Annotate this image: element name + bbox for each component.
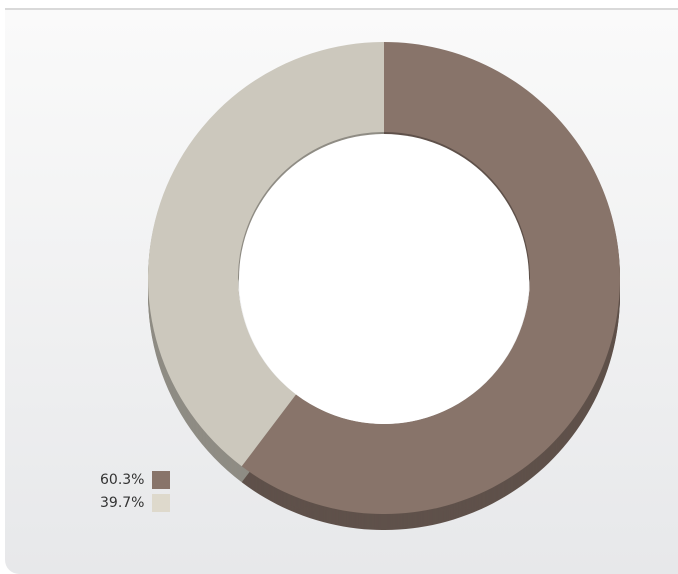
donut-slice [147,42,384,467]
legend-label: 39.7% [100,494,145,511]
chart-legend: 60.3% 39.7% [100,468,171,514]
donut-slices [147,42,621,514]
donut-slice [241,42,621,514]
legend-item: 39.7% [100,491,171,514]
legend-swatch [152,493,171,512]
legend-swatch [152,470,171,489]
top-divider [5,8,678,10]
legend-label: 60.3% [100,471,145,488]
legend-item: 60.3% [100,468,171,491]
donut-hole [239,134,529,424]
